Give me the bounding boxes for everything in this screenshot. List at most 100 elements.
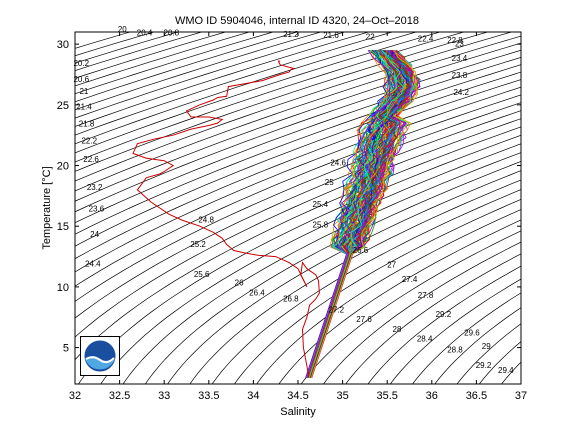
- isopycnal-line: [122, 152, 521, 384]
- isopycnal-line: [75, 32, 394, 136]
- density-label: 21.4: [76, 103, 92, 112]
- density-label: 20.8: [164, 29, 180, 38]
- density-label: 25: [325, 178, 334, 187]
- isopycnal-line: [233, 198, 521, 384]
- isopycnal-line: [75, 57, 521, 224]
- density-label: 22: [366, 32, 375, 41]
- density-label: 29.2: [436, 310, 452, 319]
- density-label: 26.8: [283, 294, 299, 303]
- density-labels: 20 20.4 20.8 21.2 21.6 22 22.4 22.823 20.2 20.6 21…: [73, 25, 514, 375]
- density-label: 22.8: [447, 36, 463, 45]
- density-contours: [75, 32, 521, 384]
- isopycnal-line: [389, 278, 521, 384]
- isopycnal-line: [78, 134, 521, 384]
- isopycnal-line: [456, 323, 521, 384]
- density-label: 28.8: [447, 345, 463, 354]
- density-label: 25.8: [313, 220, 329, 229]
- isopycnal-line: [75, 32, 442, 154]
- isopycnal-line: [75, 32, 513, 182]
- density-label: 22.4: [418, 35, 434, 44]
- profile-line: [309, 49, 413, 379]
- isopycnal-line: [323, 241, 521, 384]
- x-tick-label: 35: [336, 390, 348, 402]
- density-label: 29: [482, 342, 491, 351]
- noaa-logo: [80, 336, 120, 376]
- y-axis: 5 10 15 20 25 30: [57, 39, 521, 355]
- isopycnal-line: [144, 161, 521, 384]
- density-label: 26: [235, 279, 244, 288]
- density-label: 24.8: [198, 216, 214, 225]
- isopycnal-line: [75, 32, 370, 127]
- y-tick-label: 30: [57, 39, 69, 51]
- density-label: 27.8: [418, 291, 434, 300]
- isopycnal-line: [278, 219, 521, 384]
- x-axis-label: Salinity: [280, 406, 316, 418]
- x-tick-label: 32: [69, 390, 81, 402]
- y-tick-label: 5: [63, 343, 69, 355]
- density-label: 28.4: [417, 335, 433, 344]
- density-label: 26.4: [249, 288, 265, 297]
- density-label: 27: [387, 260, 396, 269]
- y-axis-label: Temperature [°C]: [41, 166, 53, 249]
- isopycnal-line: [75, 86, 521, 273]
- y-tick-label: 10: [57, 282, 69, 294]
- x-tick-label: 33.5: [198, 390, 219, 402]
- isopycnal-line: [167, 170, 521, 384]
- density-label: 23.4: [452, 54, 468, 63]
- isopycnal-line: [75, 32, 465, 163]
- density-label: 20.4: [137, 29, 153, 38]
- y-tick-label: 20: [57, 161, 69, 173]
- isopycnal-line: [367, 265, 521, 384]
- profile-line: [310, 50, 419, 379]
- x-tick-label: 36: [426, 390, 438, 402]
- isopycnal-line: [211, 189, 521, 384]
- density-label: 28: [393, 325, 402, 334]
- density-label: 25.4: [313, 200, 329, 209]
- profile-series-line: [132, 60, 320, 377]
- isopycnal-line: [75, 102, 521, 302]
- density-label: 21.2: [283, 30, 299, 39]
- density-label: 21.8: [79, 120, 95, 129]
- density-label: 29.6: [464, 328, 480, 337]
- isopycnal-line: [75, 118, 521, 338]
- data-series: [132, 60, 320, 377]
- density-label: 21.6: [323, 31, 339, 40]
- profile-cloud: [305, 49, 421, 379]
- isopycnal-line: [75, 32, 275, 95]
- x-axis: 32 32.5 33 33.5 34 34.5 35 35.5 36 36.5 37: [69, 32, 527, 402]
- isopycnal-line: [256, 209, 521, 384]
- noaa-emblem-icon: [83, 339, 117, 373]
- chart-title: WMO ID 5904046, internal ID 4320, 24–Oct…: [175, 15, 419, 27]
- profile-line: [306, 49, 403, 379]
- density-label: 23.8: [452, 71, 468, 80]
- density-label: 24.2: [453, 88, 469, 97]
- x-tick-label: 37: [515, 390, 527, 402]
- isopycnal-line: [75, 32, 299, 103]
- density-label: 23.6: [89, 205, 105, 214]
- isopycnal-line: [75, 32, 322, 111]
- isopycnal-line: [345, 253, 521, 384]
- y-tick-label: 15: [57, 221, 69, 233]
- x-tick-label: 35.5: [376, 390, 397, 402]
- isopycnal-line: [412, 292, 521, 384]
- isopycnal-line: [75, 32, 489, 172]
- y-tick-label: 25: [57, 100, 69, 112]
- density-label: 20.2: [73, 59, 89, 68]
- x-tick-label: 32.5: [109, 390, 130, 402]
- density-label: 25.2: [190, 240, 206, 249]
- density-label: 20: [118, 25, 127, 34]
- density-label: 29.4: [498, 366, 514, 375]
- density-label: 22.6: [83, 155, 99, 164]
- isopycnal-line: [75, 64, 521, 235]
- isopycnal-line: [75, 32, 346, 119]
- density-label: 24.4: [85, 259, 101, 268]
- density-label: 23.2: [87, 183, 103, 192]
- isopycnal-line: [300, 230, 521, 384]
- isopycnal-line: [75, 110, 521, 319]
- isopycnal-line: [75, 42, 521, 202]
- x-tick-label: 33: [158, 390, 170, 402]
- density-label: 24.6: [330, 159, 346, 168]
- density-label: 25.6: [194, 270, 210, 279]
- density-label: 23: [455, 40, 464, 49]
- isopycnal-line: [75, 79, 521, 260]
